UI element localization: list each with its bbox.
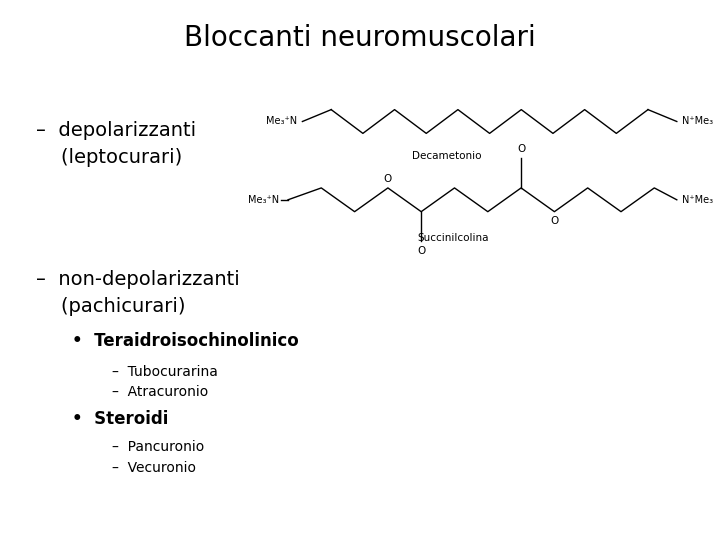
Text: –  Tubocurarina: – Tubocurarina <box>112 364 217 379</box>
Text: •  Teraidroisochinolinico: • Teraidroisochinolinico <box>72 332 299 350</box>
Text: Decametonio: Decametonio <box>412 151 481 161</box>
Text: N⁺Me₃: N⁺Me₃ <box>682 117 713 126</box>
Text: N⁺Me₃: N⁺Me₃ <box>682 195 713 205</box>
Text: •  Steroidi: • Steroidi <box>72 410 168 428</box>
Text: Me₃⁺N: Me₃⁺N <box>266 117 297 126</box>
Text: O: O <box>384 173 392 184</box>
Text: Succinilcolina: Succinilcolina <box>418 233 490 244</box>
Text: –  Atracuronio: – Atracuronio <box>112 385 208 399</box>
Text: Bloccanti neuromuscolari: Bloccanti neuromuscolari <box>184 24 536 52</box>
Text: –  Pancuronio: – Pancuronio <box>112 440 204 454</box>
Text: –  non-depolarizzanti
    (pachicurari): – non-depolarizzanti (pachicurari) <box>36 270 240 315</box>
Text: –  Vecuronio: – Vecuronio <box>112 461 196 475</box>
Text: –  depolarizzanti
    (leptocurari): – depolarizzanti (leptocurari) <box>36 122 196 167</box>
Text: Me₃⁺N: Me₃⁺N <box>248 195 279 205</box>
Text: O: O <box>417 246 426 256</box>
Text: O: O <box>517 144 525 154</box>
Text: O: O <box>550 216 559 226</box>
